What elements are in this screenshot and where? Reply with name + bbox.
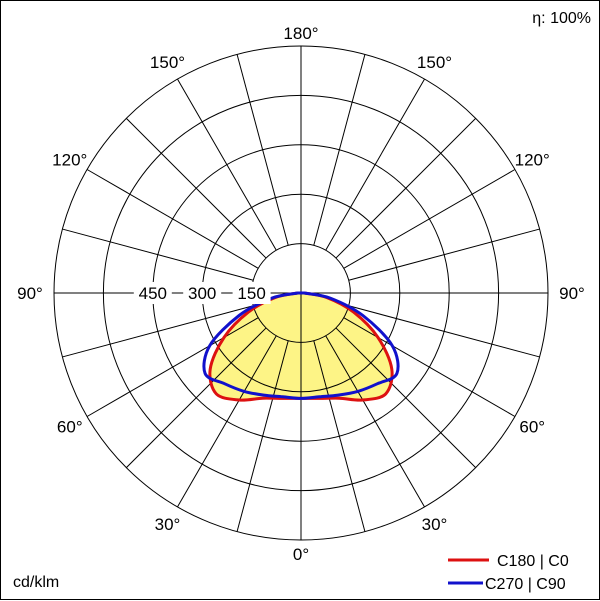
grid-spoke: [343, 317, 516, 417]
radial-tick-bg: [133, 282, 172, 304]
grid-spoke: [313, 54, 366, 246]
radial-tick-bg: [232, 282, 271, 304]
angle-label: 120°: [52, 151, 87, 170]
angle-label: 90°: [17, 284, 43, 303]
grid-spoke: [236, 340, 289, 532]
series-curve-1: [202, 291, 400, 400]
legend-label-c180: C180 | C0: [497, 553, 569, 570]
radial-tick-label: 450: [139, 284, 167, 303]
grid-spoke: [177, 335, 277, 508]
angle-label: 30°: [422, 515, 448, 534]
angle-label: 60°: [519, 418, 545, 437]
legend: C180 | C0 C270 | C90: [448, 553, 569, 593]
grid-spoke: [335, 327, 477, 469]
grid-spoke: [125, 117, 267, 259]
unit-label: cd/klm: [13, 574, 59, 591]
angle-label: 30°: [155, 515, 181, 534]
angle-label: 90°: [559, 284, 585, 303]
angle-label: 120°: [515, 151, 550, 170]
grid-spoke: [86, 317, 259, 417]
angle-label: 150°: [417, 53, 452, 72]
grid-spoke: [325, 78, 425, 251]
grid-spoke: [236, 54, 289, 246]
grid-spoke: [348, 228, 540, 281]
angle-label: 180°: [283, 24, 318, 43]
grid-spoke: [62, 228, 254, 281]
angle-label: 60°: [57, 418, 83, 437]
grid-spoke: [335, 117, 477, 259]
grid-spoke: [86, 169, 259, 269]
radial-tick-label: 300: [188, 284, 216, 303]
grid-spoke: [62, 305, 254, 358]
radial-tick-bg: [183, 282, 222, 304]
angle-label: 0°: [293, 545, 309, 564]
radial-tick-label: 150: [237, 284, 265, 303]
grid-spoke: [325, 335, 425, 508]
grid-spoke: [177, 78, 277, 251]
grid-spoke: [125, 327, 267, 469]
efficiency-label: η: 100%: [532, 10, 591, 27]
angle-label: 150°: [150, 53, 185, 72]
grid-spoke: [343, 169, 516, 269]
legend-label-c270: C270 | C90: [485, 576, 566, 593]
grid-spoke: [313, 340, 366, 532]
grid-spoke: [348, 305, 540, 358]
